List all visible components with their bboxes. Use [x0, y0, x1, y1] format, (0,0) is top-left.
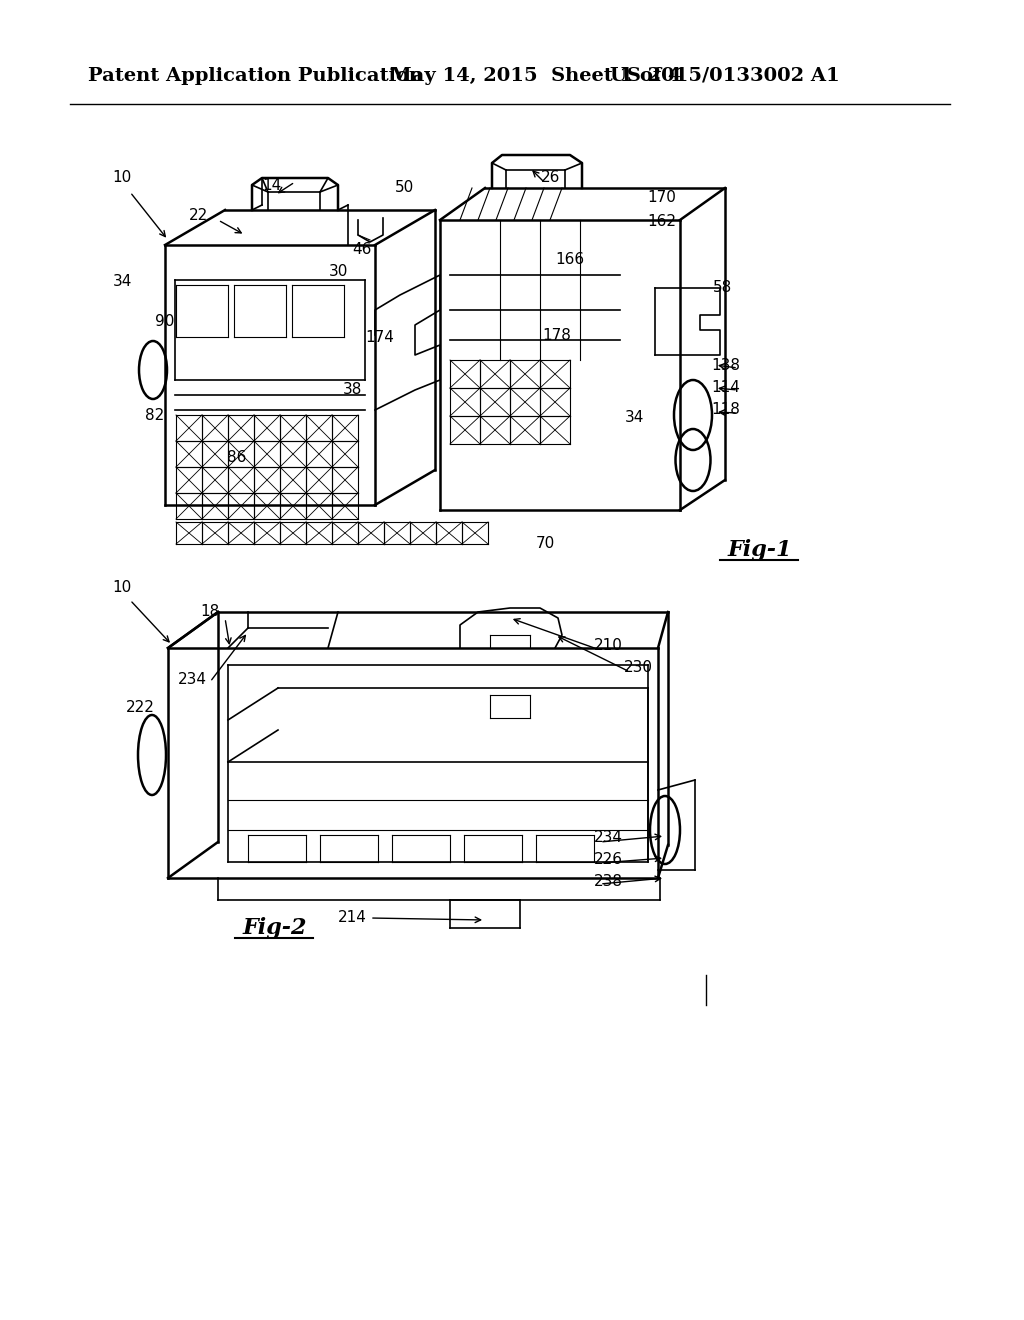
- Text: 234: 234: [177, 672, 207, 688]
- Text: 170: 170: [647, 190, 677, 205]
- Text: 178: 178: [543, 327, 571, 342]
- Text: 46: 46: [352, 243, 372, 257]
- Text: 118: 118: [712, 403, 740, 417]
- Text: Fig-1: Fig-1: [728, 539, 793, 561]
- Text: 138: 138: [712, 358, 740, 372]
- Text: 38: 38: [342, 383, 361, 397]
- Text: 26: 26: [542, 170, 561, 186]
- Text: 214: 214: [338, 911, 367, 925]
- Text: 50: 50: [395, 181, 415, 195]
- Text: Patent Application Publication: Patent Application Publication: [88, 67, 423, 84]
- Text: 114: 114: [712, 380, 740, 396]
- Text: 226: 226: [594, 853, 623, 867]
- Text: 86: 86: [227, 450, 247, 466]
- Text: 14: 14: [262, 177, 282, 193]
- Text: 10: 10: [113, 170, 132, 186]
- Text: 90: 90: [156, 314, 175, 330]
- Text: May 14, 2015  Sheet 1 of 4: May 14, 2015 Sheet 1 of 4: [390, 67, 682, 84]
- Text: 162: 162: [647, 214, 677, 230]
- Text: Fig-2: Fig-2: [243, 917, 307, 939]
- Text: US 2015/0133002 A1: US 2015/0133002 A1: [610, 67, 840, 84]
- Text: 174: 174: [366, 330, 394, 346]
- Text: 230: 230: [624, 660, 652, 676]
- Text: 82: 82: [145, 408, 165, 422]
- Text: 18: 18: [201, 605, 219, 619]
- Text: 34: 34: [113, 275, 132, 289]
- Text: 30: 30: [329, 264, 348, 280]
- Text: 222: 222: [126, 701, 155, 715]
- Text: 234: 234: [594, 830, 623, 846]
- Text: 22: 22: [188, 207, 208, 223]
- Text: 34: 34: [626, 411, 645, 425]
- Text: 70: 70: [536, 536, 555, 550]
- Text: 166: 166: [555, 252, 585, 268]
- Text: 238: 238: [594, 874, 623, 890]
- Text: 10: 10: [113, 581, 132, 595]
- Text: 210: 210: [594, 639, 623, 653]
- Text: 58: 58: [713, 281, 731, 296]
